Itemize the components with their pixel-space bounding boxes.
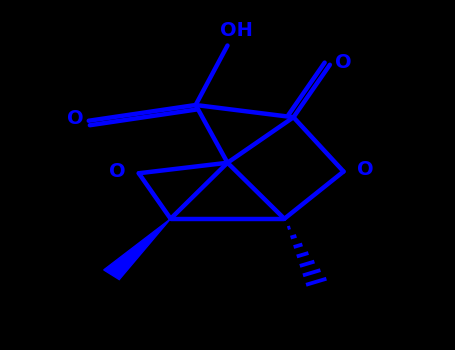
- Text: O: O: [67, 110, 83, 128]
- Text: OH: OH: [220, 21, 253, 40]
- Text: O: O: [109, 162, 125, 181]
- Text: O: O: [335, 54, 352, 72]
- Text: O: O: [357, 160, 374, 179]
- Polygon shape: [104, 219, 171, 280]
